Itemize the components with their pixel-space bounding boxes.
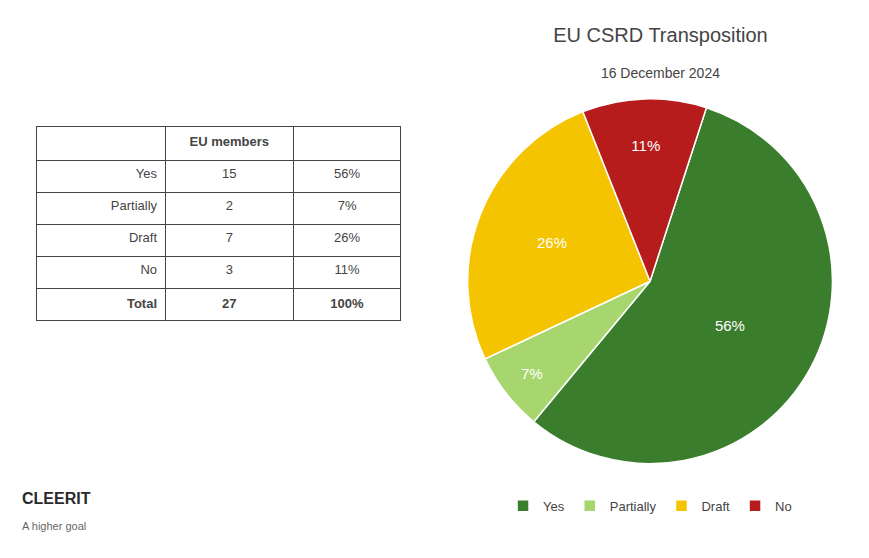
svg-text:26%: 26% bbox=[334, 230, 360, 245]
svg-text:7%: 7% bbox=[338, 198, 357, 213]
svg-text:100%: 100% bbox=[330, 296, 364, 311]
svg-text:15: 15 bbox=[222, 166, 236, 181]
svg-text:EU members: EU members bbox=[190, 134, 269, 149]
svg-text:Partially: Partially bbox=[610, 499, 657, 514]
svg-text:Draft: Draft bbox=[701, 499, 730, 514]
svg-text:Yes: Yes bbox=[543, 499, 565, 514]
svg-text:Yes: Yes bbox=[136, 166, 158, 181]
svg-text:No: No bbox=[140, 262, 157, 277]
svg-text:11%: 11% bbox=[335, 262, 360, 277]
svg-text:A higher goal: A higher goal bbox=[22, 520, 86, 532]
svg-text:Partially: Partially bbox=[111, 198, 158, 213]
svg-text:Total: Total bbox=[127, 296, 157, 311]
svg-text:2: 2 bbox=[226, 198, 233, 213]
svg-text:16 December 2024: 16 December 2024 bbox=[601, 65, 720, 81]
svg-text:EU CSRD Transposition: EU CSRD Transposition bbox=[553, 24, 768, 46]
svg-text:CLEERIT: CLEERIT bbox=[22, 490, 91, 507]
svg-text:56%: 56% bbox=[715, 317, 745, 334]
svg-text:7%: 7% bbox=[521, 365, 543, 382]
svg-text:56%: 56% bbox=[334, 166, 360, 181]
svg-text:No: No bbox=[775, 499, 792, 514]
svg-text:27: 27 bbox=[222, 296, 236, 311]
svg-text:7: 7 bbox=[226, 230, 233, 245]
svg-text:3: 3 bbox=[226, 262, 233, 277]
svg-text:26%: 26% bbox=[537, 234, 567, 251]
svg-text:11%: 11% bbox=[631, 137, 660, 154]
svg-text:Draft: Draft bbox=[129, 230, 158, 245]
